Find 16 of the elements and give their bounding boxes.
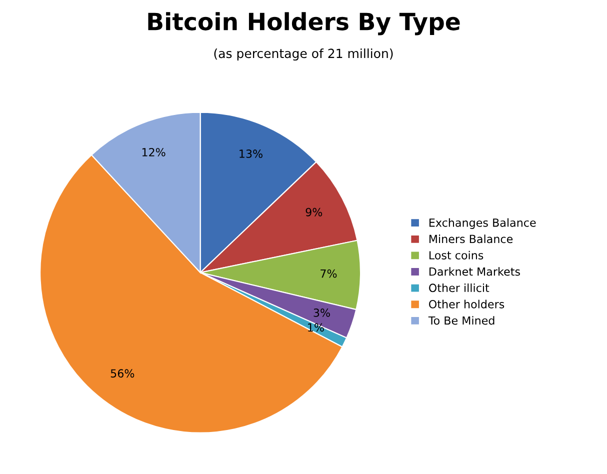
data-label: 1% bbox=[308, 323, 324, 332]
legend-label: Darknet Markets bbox=[429, 267, 520, 276]
chart-subtitle: (as percentage of 21 million) bbox=[214, 48, 393, 61]
data-label: 56% bbox=[110, 369, 134, 378]
legend-label: Exchanges Balance bbox=[429, 218, 536, 229]
legend-label: Other holders bbox=[429, 300, 504, 308]
data-label: 9% bbox=[306, 208, 322, 216]
data-label: 3% bbox=[314, 308, 330, 317]
legend-label: To Be Mined bbox=[428, 316, 494, 325]
legend-label: Other illicit bbox=[429, 283, 490, 292]
legend-label: Miners Balance bbox=[429, 234, 513, 244]
data-label: 12% bbox=[142, 148, 166, 156]
data-label: 7% bbox=[320, 269, 337, 278]
legend-label: Lost coins bbox=[429, 250, 484, 260]
data-label: 13% bbox=[240, 150, 262, 158]
chart-title: Bitcoin Holders By Type bbox=[148, 12, 460, 36]
